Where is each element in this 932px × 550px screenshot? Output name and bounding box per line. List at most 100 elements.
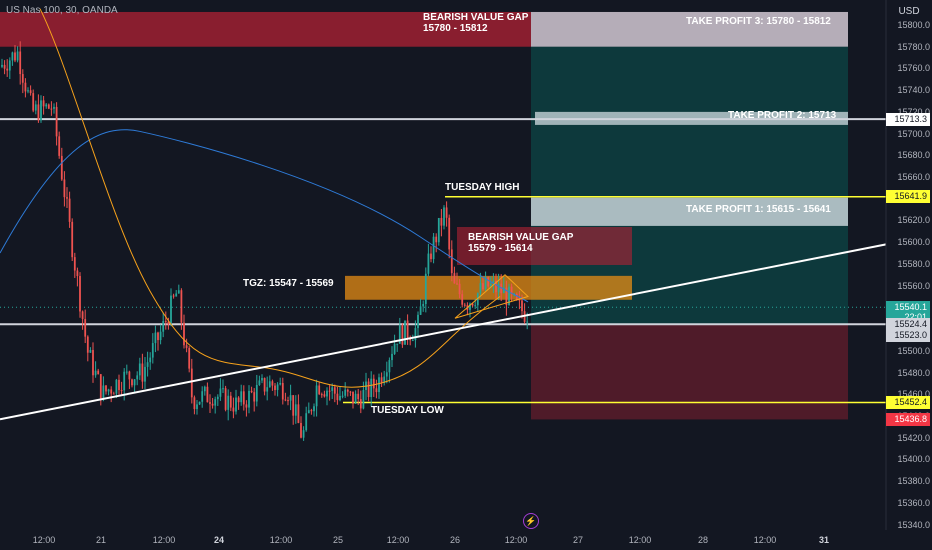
candle-body xyxy=(99,374,102,400)
candle-body xyxy=(510,286,513,295)
symbol-title[interactable]: US Nas 100, 30, OANDA xyxy=(6,5,118,16)
candle-body xyxy=(128,371,131,380)
candle-body xyxy=(279,383,282,385)
candle-body xyxy=(393,343,396,354)
candle-body xyxy=(180,290,183,323)
candle-body xyxy=(344,389,347,396)
candle-body xyxy=(419,306,422,315)
candle-body xyxy=(253,392,256,402)
candle-body xyxy=(505,287,508,306)
bearish-value-gap-mid-label: BEARISH VALUE GAP 15579 - 15614 xyxy=(468,232,574,255)
candle-body xyxy=(435,236,438,243)
candle-body xyxy=(240,391,243,403)
candle-body xyxy=(422,304,425,307)
candle-body xyxy=(266,387,269,392)
candle-body xyxy=(81,311,84,320)
candle-body xyxy=(177,290,180,294)
candle-body xyxy=(110,389,113,394)
candle-body xyxy=(172,295,175,297)
candle-body xyxy=(227,395,230,410)
candle-body xyxy=(159,331,162,341)
candle-body xyxy=(47,104,50,109)
candle-body xyxy=(274,385,276,391)
candle-body xyxy=(66,197,68,199)
candle-body xyxy=(492,280,495,284)
candle-body xyxy=(92,350,94,376)
candle-body xyxy=(326,390,328,397)
candle-body xyxy=(320,394,323,396)
candle-body xyxy=(53,106,55,109)
candle-body xyxy=(469,303,471,310)
candle-body xyxy=(432,236,435,260)
candle-body xyxy=(404,320,406,345)
candle-body xyxy=(287,400,289,402)
candle-body xyxy=(222,388,224,390)
price-tag: 15641.9 xyxy=(886,190,930,204)
candle-body xyxy=(367,381,370,398)
candle-body xyxy=(201,391,204,402)
price-tick-label: 15740.0 xyxy=(897,85,930,96)
candle-body xyxy=(112,393,115,395)
price-tick-label: 15500.0 xyxy=(897,345,930,356)
candle-body xyxy=(1,64,3,67)
candle-body xyxy=(94,370,97,376)
candle-body xyxy=(76,270,79,277)
candle-body xyxy=(19,51,22,75)
candle-body xyxy=(424,273,427,305)
candle-body xyxy=(489,283,492,287)
lightning-icon[interactable]: ⚡ xyxy=(523,513,539,529)
candle-body xyxy=(318,385,321,395)
price-tag: 15524.4 xyxy=(886,317,930,331)
candle-body xyxy=(50,108,53,110)
tgz-zone xyxy=(345,275,632,300)
candle-body xyxy=(297,404,300,423)
price-tick-label: 15760.0 xyxy=(897,63,930,74)
candle-body xyxy=(391,353,393,361)
candle-body xyxy=(188,347,191,369)
take-profit-3-label: TAKE PROFIT 3: 15780 - 15812 xyxy=(686,16,831,28)
time-tick-label: 28 xyxy=(697,535,709,545)
time-tick-label: 26 xyxy=(449,535,461,545)
price-tag: 15713.3 xyxy=(886,112,930,126)
candle-body xyxy=(362,389,365,409)
candle-body xyxy=(437,217,440,243)
candle-body xyxy=(198,401,201,405)
candle-body xyxy=(141,363,144,382)
candle-body xyxy=(206,386,209,403)
candle-body xyxy=(401,325,404,345)
candle-body xyxy=(383,376,386,383)
time-tick-label: 12:00 xyxy=(386,535,410,545)
candle-body xyxy=(497,283,500,293)
stop-loss-zone xyxy=(531,324,848,420)
candle-body xyxy=(229,395,232,408)
candle-body xyxy=(281,383,284,400)
time-tick-label: 12:00 xyxy=(152,535,176,545)
price-tick-label: 15600.0 xyxy=(897,237,930,248)
candle-body xyxy=(209,402,211,404)
candle-body xyxy=(170,295,172,325)
candle-body xyxy=(250,390,253,393)
candle-body xyxy=(118,379,120,391)
candle-body xyxy=(357,393,360,400)
candle-body xyxy=(196,404,198,410)
candle-body xyxy=(102,385,105,400)
take-profit-1-label: TAKE PROFIT 1: 15615 - 15641 xyxy=(686,204,831,216)
candle-body xyxy=(24,82,27,92)
candle-body xyxy=(149,357,152,363)
currency-button[interactable]: USD xyxy=(898,5,920,17)
candle-body xyxy=(372,378,375,389)
candle-body xyxy=(349,391,352,393)
price-tag: 15540.1 xyxy=(886,300,930,314)
candle-body xyxy=(71,221,74,258)
candle-body xyxy=(60,155,63,180)
candle-body xyxy=(14,52,16,61)
price-axis-bg xyxy=(886,0,932,550)
candle-body xyxy=(131,379,133,386)
candle-body xyxy=(151,343,154,358)
candle-body xyxy=(45,104,48,107)
tuesday-low-label: TUESDAY LOW xyxy=(371,405,444,417)
candle-body xyxy=(123,371,126,391)
candle-body xyxy=(84,319,87,337)
candle-body xyxy=(216,396,219,400)
